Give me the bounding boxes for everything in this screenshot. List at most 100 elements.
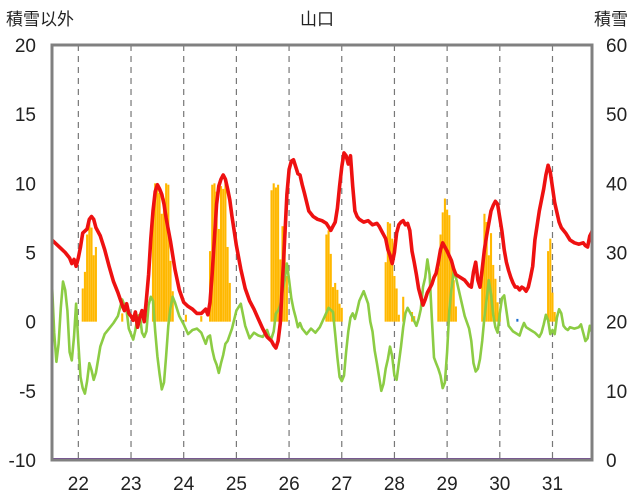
- bar-mark: [481, 271, 484, 322]
- x-tick-label: 27: [331, 474, 352, 495]
- bar-mark: [439, 234, 442, 322]
- bar-mark: [217, 228, 220, 322]
- bar-mark: [222, 188, 225, 322]
- bar-mark: [285, 276, 288, 322]
- right-y-tick-label: 40: [606, 174, 627, 195]
- bar-mark: [483, 213, 486, 322]
- right-y-tick-label: 20: [606, 313, 627, 334]
- left-y-tick-label: 0: [25, 313, 36, 334]
- left-y-tick-label: 20: [15, 36, 36, 57]
- bar-mark: [549, 238, 552, 322]
- bar-mark: [158, 193, 161, 322]
- bar-mark: [386, 222, 389, 322]
- green-line: [52, 258, 592, 395]
- bar-mark: [171, 291, 174, 322]
- bar-mark: [485, 222, 488, 322]
- bar-mark: [443, 198, 446, 322]
- x-tick-label: 28: [384, 474, 405, 495]
- bar-mark: [160, 213, 163, 322]
- left-y-tick-label: 5: [25, 244, 36, 265]
- bar-mark: [92, 255, 95, 322]
- bar-mark: [226, 246, 229, 322]
- bar-mark: [169, 260, 172, 322]
- bar-mark: [492, 264, 495, 322]
- bar-mark: [551, 292, 554, 322]
- left-y-tick-label: -10: [9, 451, 36, 472]
- left-y-tick-label: 10: [15, 174, 36, 195]
- bar-mark: [327, 230, 330, 322]
- bar-mark: [452, 280, 455, 322]
- bar-mark: [224, 181, 227, 322]
- right-y-tick-label: 10: [606, 382, 627, 403]
- x-tick-label: 25: [226, 474, 247, 495]
- bar-mark: [553, 311, 556, 322]
- bar-mark: [277, 184, 280, 322]
- x-tick-label: 24: [173, 474, 195, 495]
- x-tick-label: 30: [489, 474, 510, 495]
- bar-mark: [274, 187, 277, 322]
- right-y-tick-label: 30: [606, 244, 627, 265]
- bar-mark: [489, 233, 493, 322]
- bar-mark: [397, 314, 400, 322]
- bar-mark: [81, 288, 84, 322]
- bar-mark: [184, 314, 187, 322]
- bar-mark: [338, 303, 341, 322]
- x-tick-label: 31: [542, 474, 563, 495]
- chart-title: 山口: [300, 10, 334, 30]
- bar-mark: [200, 316, 203, 322]
- bar-mark: [384, 262, 387, 322]
- bar-mark: [437, 267, 440, 322]
- bar-mark: [340, 307, 343, 322]
- bar-mark: [83, 271, 86, 322]
- x-tick-label: 23: [120, 474, 141, 495]
- bar-mark: [270, 190, 273, 322]
- bar-mark: [496, 302, 499, 322]
- bar-mark: [325, 234, 328, 322]
- bar-mark: [219, 186, 223, 322]
- bar-mark: [331, 287, 335, 322]
- bar-mark: [121, 313, 124, 322]
- bar-mark: [389, 223, 392, 322]
- bar-mark: [165, 183, 168, 322]
- x-tick-label: 22: [68, 474, 89, 495]
- bar-mark: [167, 184, 170, 322]
- bar-mark: [162, 198, 165, 322]
- bar-mark: [391, 238, 394, 322]
- right-y-tick-label: 50: [606, 105, 627, 126]
- bar-mark: [215, 191, 218, 322]
- bar-mark: [395, 288, 398, 322]
- blue-bar-mark: [516, 318, 519, 322]
- x-tick-label: 29: [437, 474, 458, 495]
- bar-mark: [86, 234, 89, 322]
- bar-mark: [90, 227, 93, 322]
- right-y-tick-label: 60: [606, 36, 627, 57]
- line-series-group: [52, 151, 592, 460]
- bar-mark: [228, 282, 231, 322]
- bar-mark: [88, 222, 91, 322]
- bar-mark: [154, 183, 157, 322]
- bar-mark: [272, 183, 275, 322]
- red-line: [52, 151, 592, 350]
- right-axis-title: 積雪: [594, 10, 628, 30]
- bar-mark: [454, 306, 457, 322]
- bar-mark: [94, 246, 97, 322]
- bar-mark: [441, 212, 444, 322]
- bar-mark: [446, 209, 449, 322]
- bar-mark: [448, 215, 451, 322]
- plot-frame: [50, 43, 594, 462]
- bar-mark: [336, 289, 339, 322]
- bar-mark: [329, 253, 332, 322]
- left-axis-title: 積雪以外: [6, 10, 74, 30]
- bar-mark: [494, 278, 497, 322]
- grid-lines: [77, 45, 554, 460]
- left-y-tick-label: -5: [19, 382, 36, 403]
- bar-mark: [393, 276, 396, 322]
- bar-mark: [547, 251, 550, 322]
- bar-mark: [151, 215, 155, 322]
- bar-mark: [334, 282, 337, 322]
- right-y-tick-label: 0: [606, 451, 617, 472]
- x-tick-label: 26: [279, 474, 300, 495]
